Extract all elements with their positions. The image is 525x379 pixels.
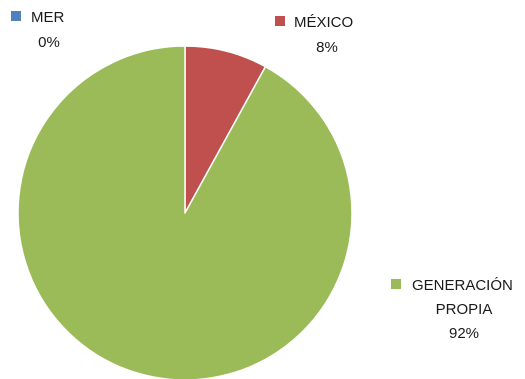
data-label-generacion-propia: GENERACIÓN PROPIA 92%: [391, 277, 513, 342]
slice-percent-mexico: 8%: [316, 39, 338, 56]
slice-percent-mer: 0%: [38, 34, 60, 51]
slice-name-mexico: MÉXICO: [294, 14, 353, 31]
data-label-mexico: MÉXICO 8%: [275, 14, 353, 56]
slice-name-mer: MER: [31, 9, 65, 26]
slice-name-generacion-propia-line2: PROPIA: [436, 301, 493, 318]
slice-name-generacion-propia-line1: GENERACIÓN: [412, 277, 513, 294]
pie-slices: [17, 45, 353, 379]
legend-swatch-mer: [11, 11, 21, 21]
data-label-mer: MER 0%: [11, 9, 65, 51]
legend-swatch-generacion-propia: [391, 279, 401, 289]
pie-slice-generacion-propia: [17, 45, 353, 379]
legend-swatch-mexico: [275, 16, 285, 26]
slice-percent-generacion-propia: 92%: [449, 325, 479, 342]
